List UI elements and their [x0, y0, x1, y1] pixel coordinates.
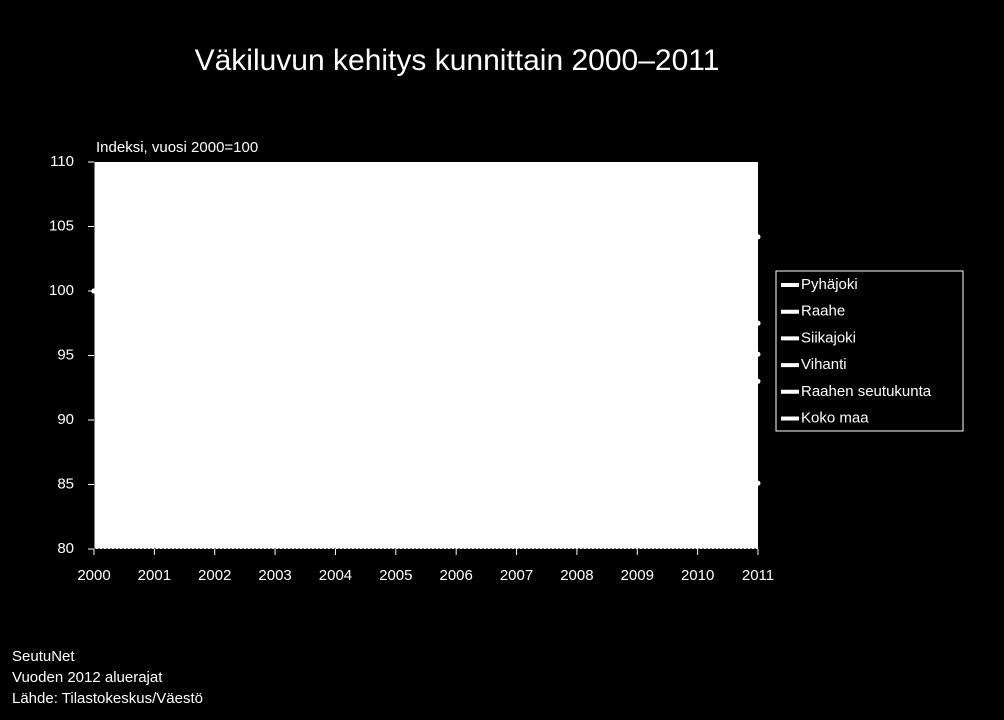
legend-label: Raahe: [801, 303, 845, 320]
x-tick-label: 2003: [258, 567, 291, 584]
y-tick-label: 100: [49, 282, 74, 299]
legend-label: Raahen seutukunta: [801, 383, 932, 400]
x-tick-label: 2010: [681, 567, 714, 584]
x-tick-label: 2007: [500, 567, 533, 584]
x-tick-label: 2011: [742, 567, 774, 584]
chart-title: Väkiluvun kehitys kunnittain 2000–2011: [195, 44, 720, 77]
legend-label: Siikajoki: [801, 329, 856, 346]
y-axis-label: Indeksi, vuosi 2000=100: [96, 139, 258, 156]
y-tick-label: 90: [57, 411, 74, 428]
series-marker: [91, 288, 97, 294]
x-tick-label: 2002: [198, 567, 231, 584]
series-marker: [755, 351, 761, 357]
y-tick-label: 85: [57, 475, 74, 492]
y-tick-label: 95: [57, 346, 74, 363]
series-marker: [755, 320, 761, 326]
series-marker: [755, 378, 761, 384]
y-tick-label: 110: [50, 153, 74, 170]
legend-label: Pyhäjoki: [801, 276, 858, 293]
legend-box: [775, 270, 964, 432]
series-marker: [755, 480, 761, 486]
footer-text: Lähde: Tilastokeskus/Väestö: [12, 690, 203, 707]
legend-label: Vihanti: [801, 356, 847, 373]
x-tick-label: 2009: [621, 567, 654, 584]
x-tick-label: 2004: [319, 567, 352, 584]
x-tick-label: 2001: [138, 567, 171, 584]
y-tick-label: 80: [57, 540, 74, 557]
y-tick-label: 105: [49, 217, 74, 234]
footer-text: SeutuNet: [12, 648, 75, 665]
x-tick-label: 2008: [560, 567, 593, 584]
x-tick-label: 2005: [379, 567, 412, 584]
x-tick-label: 2000: [77, 567, 110, 584]
series-marker: [755, 234, 761, 240]
legend-label: Koko maa: [801, 409, 869, 426]
footer-text: Vuoden 2012 aluerajat: [12, 669, 163, 686]
plot-area: [94, 162, 758, 549]
x-tick-label: 2006: [439, 567, 472, 584]
